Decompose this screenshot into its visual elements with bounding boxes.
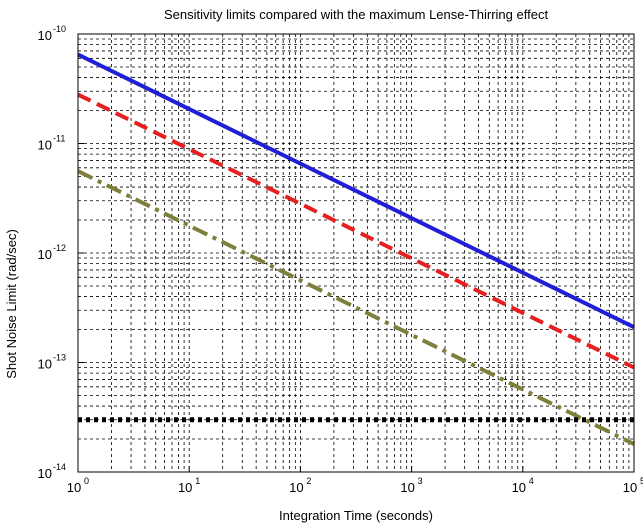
series-layer bbox=[78, 54, 634, 444]
x-tick-label-exponent: 1 bbox=[195, 476, 200, 486]
y-tick-label: 10 bbox=[38, 247, 52, 262]
x-tick-label: 10 bbox=[289, 480, 303, 495]
y-tick-label-exponent: -10 bbox=[53, 24, 66, 34]
x-axis-label: Integration Time (seconds) bbox=[78, 508, 634, 523]
x-tick-label: 10 bbox=[512, 480, 526, 495]
x-tick-label: 10 bbox=[178, 480, 192, 495]
x-tick-label-exponent: 4 bbox=[529, 476, 534, 486]
y-tick-label-exponent: -11 bbox=[53, 134, 65, 144]
y-axis-label: Shot Noise Limit (rad/sec) bbox=[4, 184, 19, 424]
x-tick-label-exponent: 3 bbox=[418, 476, 423, 486]
x-tick-label: 10 bbox=[400, 480, 414, 495]
y-tick-label-exponent: -13 bbox=[53, 353, 66, 363]
y-tick-label: 10 bbox=[38, 357, 52, 372]
x-tick-label: 10 bbox=[623, 480, 637, 495]
y-tick-label-exponent: -12 bbox=[53, 243, 66, 253]
y-tick-label: 10 bbox=[38, 466, 52, 481]
y-tick-label: 10 bbox=[38, 138, 52, 153]
y-tick-label-exponent: -14 bbox=[53, 462, 66, 472]
y-tick-label: 10 bbox=[38, 28, 52, 43]
series-line-2 bbox=[78, 95, 634, 368]
series-line-3 bbox=[78, 171, 634, 444]
grid-layer bbox=[78, 34, 634, 472]
x-tick-label: 10 bbox=[67, 480, 81, 495]
x-tick-label-exponent: 2 bbox=[306, 476, 311, 486]
x-tick-label-exponent: 0 bbox=[84, 476, 89, 486]
